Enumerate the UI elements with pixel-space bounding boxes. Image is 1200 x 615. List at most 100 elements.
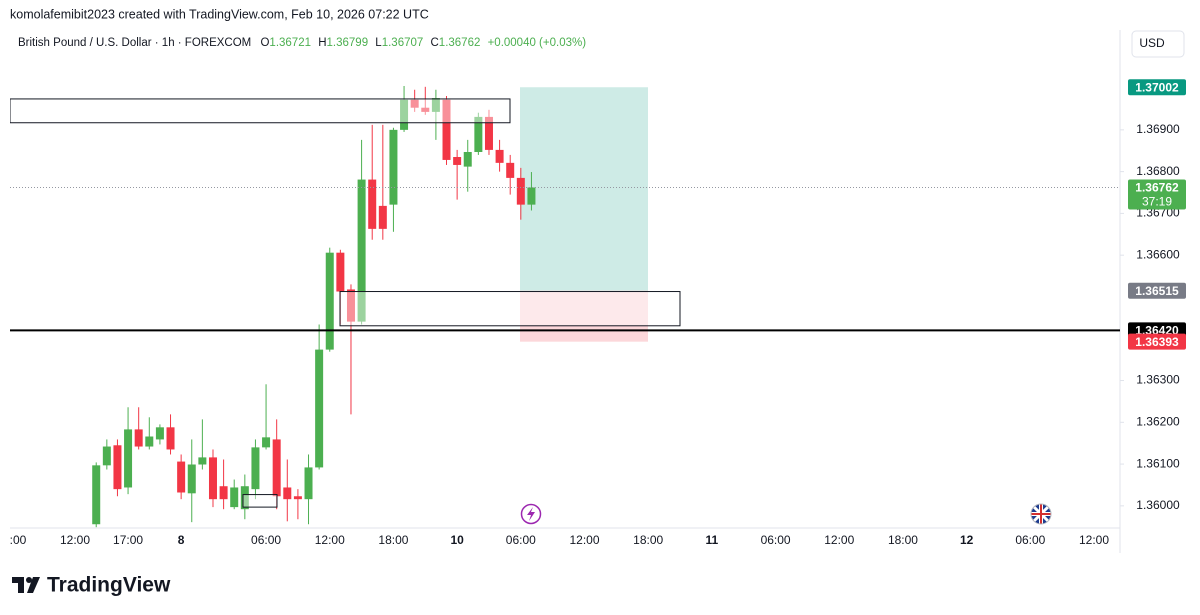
x-tick-label: 06:00 bbox=[761, 533, 791, 547]
candle-body bbox=[495, 149, 504, 163]
zone bbox=[242, 494, 278, 508]
candle-body bbox=[516, 177, 525, 205]
candle-body bbox=[230, 487, 239, 508]
x-tick-label: 12:00 bbox=[315, 533, 345, 547]
brand-logo-slash bbox=[27, 577, 40, 593]
x-tick-label: 12:00 bbox=[569, 533, 599, 547]
candle-body bbox=[187, 464, 196, 494]
legend-key: L bbox=[375, 37, 382, 49]
flag-ring[interactable] bbox=[1030, 503, 1052, 525]
currency-label[interactable]: USD bbox=[1139, 36, 1165, 50]
candle-body bbox=[378, 205, 387, 229]
x-tick-label: 06:00 bbox=[251, 533, 281, 547]
x-tick-label: 12 bbox=[960, 533, 974, 547]
x-tick-label: 06:00 bbox=[506, 533, 536, 547]
overlay: 1.369001.368001.367001.366001.363001.362… bbox=[10, 79, 1186, 547]
candle-body bbox=[198, 457, 207, 465]
attribution: komolafemibit2023 created with TradingVi… bbox=[10, 7, 429, 21]
brand-logo-dot bbox=[26, 577, 32, 583]
zone bbox=[339, 291, 681, 327]
price-label: 1.37002 bbox=[1135, 80, 1179, 94]
legend-change: +0.00040 (+0.03%) bbox=[488, 37, 587, 49]
x-tick-label: 12:00 bbox=[824, 533, 854, 547]
y-tick-label: 1.36900 bbox=[1136, 122, 1180, 136]
candle-body bbox=[272, 439, 281, 497]
x-tick-label: 10 bbox=[450, 533, 464, 547]
candle-body bbox=[400, 99, 409, 130]
currency-button-bg[interactable] bbox=[1131, 30, 1185, 58]
flag-cross-red[interactable] bbox=[1031, 504, 1051, 524]
price-label: 1.36393 bbox=[1135, 335, 1179, 349]
legend-close: 1.36762 bbox=[439, 37, 481, 49]
candle-body bbox=[304, 467, 313, 500]
x-tick-label: 12:00 bbox=[1079, 533, 1109, 547]
candle-body bbox=[357, 179, 366, 322]
legend-high: 1.36799 bbox=[327, 37, 369, 49]
y-tick-label: 1.36300 bbox=[1136, 373, 1180, 387]
x-tick-label: 18:00 bbox=[633, 533, 663, 547]
candle-body bbox=[262, 437, 271, 448]
symbol: British Pound / U.S. Dollar · 1h · FOREX… bbox=[18, 37, 251, 49]
candle-body bbox=[346, 289, 355, 322]
candle-body bbox=[293, 496, 302, 500]
candle-body bbox=[219, 486, 228, 500]
candle-body bbox=[442, 99, 451, 160]
y-tick-label: 1.36800 bbox=[1136, 164, 1180, 178]
y-tick-label: 1.36000 bbox=[1136, 498, 1180, 512]
candle-body bbox=[474, 116, 483, 152]
y-tick-label: 1.36600 bbox=[1136, 247, 1180, 261]
candle-body bbox=[453, 157, 462, 165]
current-price-label: 1.36762 bbox=[1135, 181, 1179, 195]
candle-body bbox=[506, 162, 515, 178]
candle-body bbox=[124, 429, 133, 488]
candle-body bbox=[240, 486, 249, 510]
candle-body bbox=[208, 457, 217, 500]
event-icon[interactable] bbox=[520, 503, 542, 525]
countdown-label: 37:19 bbox=[1142, 195, 1172, 209]
uk-flag-icon[interactable] bbox=[1030, 503, 1052, 525]
position-loss bbox=[520, 290, 648, 342]
position-profit bbox=[520, 87, 648, 291]
candle-body bbox=[410, 99, 419, 108]
x-tick-label: 06:00 bbox=[1015, 533, 1045, 547]
price-label: 1.36515 bbox=[1135, 284, 1179, 298]
candle-body bbox=[92, 465, 101, 525]
candle-body bbox=[134, 429, 143, 447]
x-tick-label: :00 bbox=[10, 533, 27, 547]
brand-logo-bar bbox=[12, 577, 24, 593]
candle-body bbox=[431, 98, 440, 112]
y-tick-label: 1.36100 bbox=[1136, 456, 1180, 470]
legend-open: 1.36721 bbox=[269, 37, 311, 49]
x-tick-label: 11 bbox=[706, 533, 719, 547]
legend-low: 1.36707 bbox=[382, 37, 424, 49]
brand: TradingView bbox=[12, 574, 171, 597]
price-label-bg bbox=[1128, 79, 1186, 96]
x-tick-label: 12:00 bbox=[60, 533, 90, 547]
x-tick-label: 18:00 bbox=[888, 533, 918, 547]
price-label-bg bbox=[1128, 282, 1186, 299]
legend-key: O bbox=[260, 37, 269, 49]
current-price-bg bbox=[1128, 179, 1186, 210]
candle-body bbox=[463, 151, 472, 167]
price-label-bg bbox=[1128, 333, 1186, 350]
legend: British Pound / U.S. Dollar · 1h · FOREX… bbox=[18, 37, 586, 49]
x-tick-label: 8 bbox=[178, 533, 185, 547]
x-tick-label: 18:00 bbox=[378, 533, 408, 547]
zone bbox=[10, 98, 511, 124]
candle-body bbox=[421, 107, 430, 112]
x-tick-label: 17:00 bbox=[113, 533, 143, 547]
candle-body bbox=[484, 116, 493, 150]
candle-body bbox=[102, 446, 111, 466]
candle-body bbox=[336, 252, 345, 292]
legend-key: C bbox=[430, 37, 438, 49]
candle-body bbox=[283, 487, 292, 500]
event-icon-bolt[interactable] bbox=[527, 507, 535, 521]
candle-body bbox=[177, 461, 186, 493]
plot-area bbox=[10, 85, 1120, 528]
currency-button[interactable]: USD bbox=[1131, 30, 1185, 58]
candle-body bbox=[389, 129, 398, 205]
brand-name: TradingView bbox=[47, 574, 171, 597]
